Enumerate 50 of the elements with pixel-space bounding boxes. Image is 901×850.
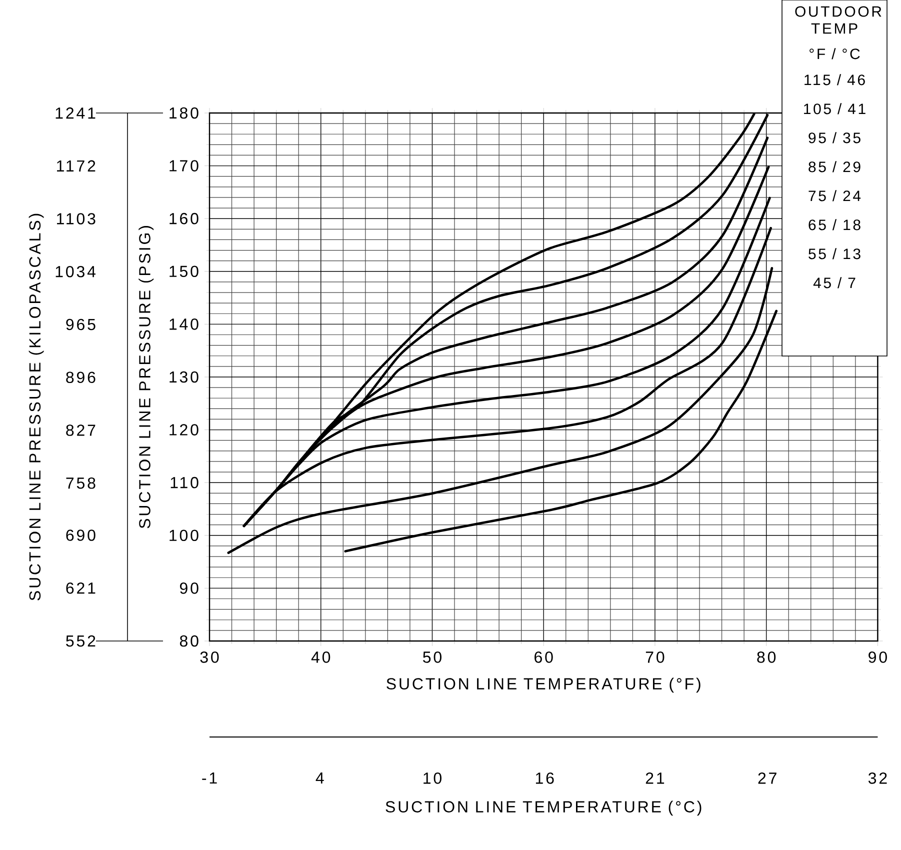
y2-tick-label: 552	[66, 635, 96, 647]
x-axis-title: SUCTION LINE TEMPERATURE (°F)	[386, 678, 700, 693]
text: 75 / 24	[808, 190, 861, 202]
y2-tick-label: 1034	[56, 266, 96, 278]
y2-tick-label: 1103	[57, 213, 96, 224]
x2-tick-label: 32	[868, 772, 887, 784]
y-tick-label: 180	[170, 107, 198, 119]
x-tick-label: 90	[868, 652, 887, 663]
x2-tick-label: 21	[646, 772, 664, 784]
text: 55 / 13	[808, 248, 860, 260]
y-tick-label: 90	[180, 582, 198, 594]
text: 85 / 29	[808, 161, 860, 172]
y-axis-title: SUCTION LINE PRESSURE (PSIG)	[138, 226, 154, 528]
x2-tick-label: -1	[202, 772, 217, 784]
y-tick-label: 100	[170, 530, 198, 542]
x-tick-label: 70	[646, 652, 664, 663]
y2-tick-label: 690	[66, 530, 96, 541]
x-tick-label: 50	[423, 652, 442, 663]
y-tick-label: 160	[170, 212, 198, 224]
y-tick-label: 130	[170, 371, 198, 383]
y-tick-label: 170	[170, 160, 198, 172]
text: 45 / 7	[813, 277, 856, 288]
text: 115 / 46	[804, 74, 865, 86]
x-tick-label: 30	[200, 652, 219, 663]
x2-axis-title: SUCTION LINE TEMPERATURE (°C)	[386, 800, 702, 816]
y2-tick-label: 1241	[56, 107, 96, 119]
x-tick-label: 60	[534, 652, 553, 663]
x2-tick-label: 16	[536, 772, 554, 784]
legend-title: OUTDOOR TEMP	[795, 6, 882, 34]
y-tick-label: 80	[180, 635, 198, 647]
y-tick-label: 120	[170, 424, 198, 436]
y2-tick-label: 965	[66, 318, 96, 330]
text: 95 / 35	[808, 132, 860, 144]
x2-tick-label: 4	[316, 772, 324, 784]
y2-axis-title: SUCTION LINE PRESSURE (KILOPASCALS)	[28, 214, 44, 600]
x2-tick-label: 10	[424, 772, 442, 784]
y2-tick-label: 1172	[57, 160, 96, 172]
text: °F / °C	[810, 48, 860, 60]
x-tick-label: 80	[757, 652, 776, 663]
y-tick-label: 110	[170, 476, 198, 488]
y2-tick-label: 896	[66, 372, 96, 384]
text: 105 / 41	[804, 103, 866, 114]
x2-tick-label: 27	[758, 772, 776, 784]
x-tick-label: 40	[311, 652, 330, 663]
y2-tick-label: 827	[66, 424, 96, 436]
y2-tick-label: 621	[66, 582, 96, 594]
y-tick-label: 150	[170, 266, 198, 278]
y-tick-label: 140	[170, 318, 198, 330]
y2-tick-label: 758	[66, 477, 96, 489]
text: 65 / 18	[808, 219, 860, 230]
